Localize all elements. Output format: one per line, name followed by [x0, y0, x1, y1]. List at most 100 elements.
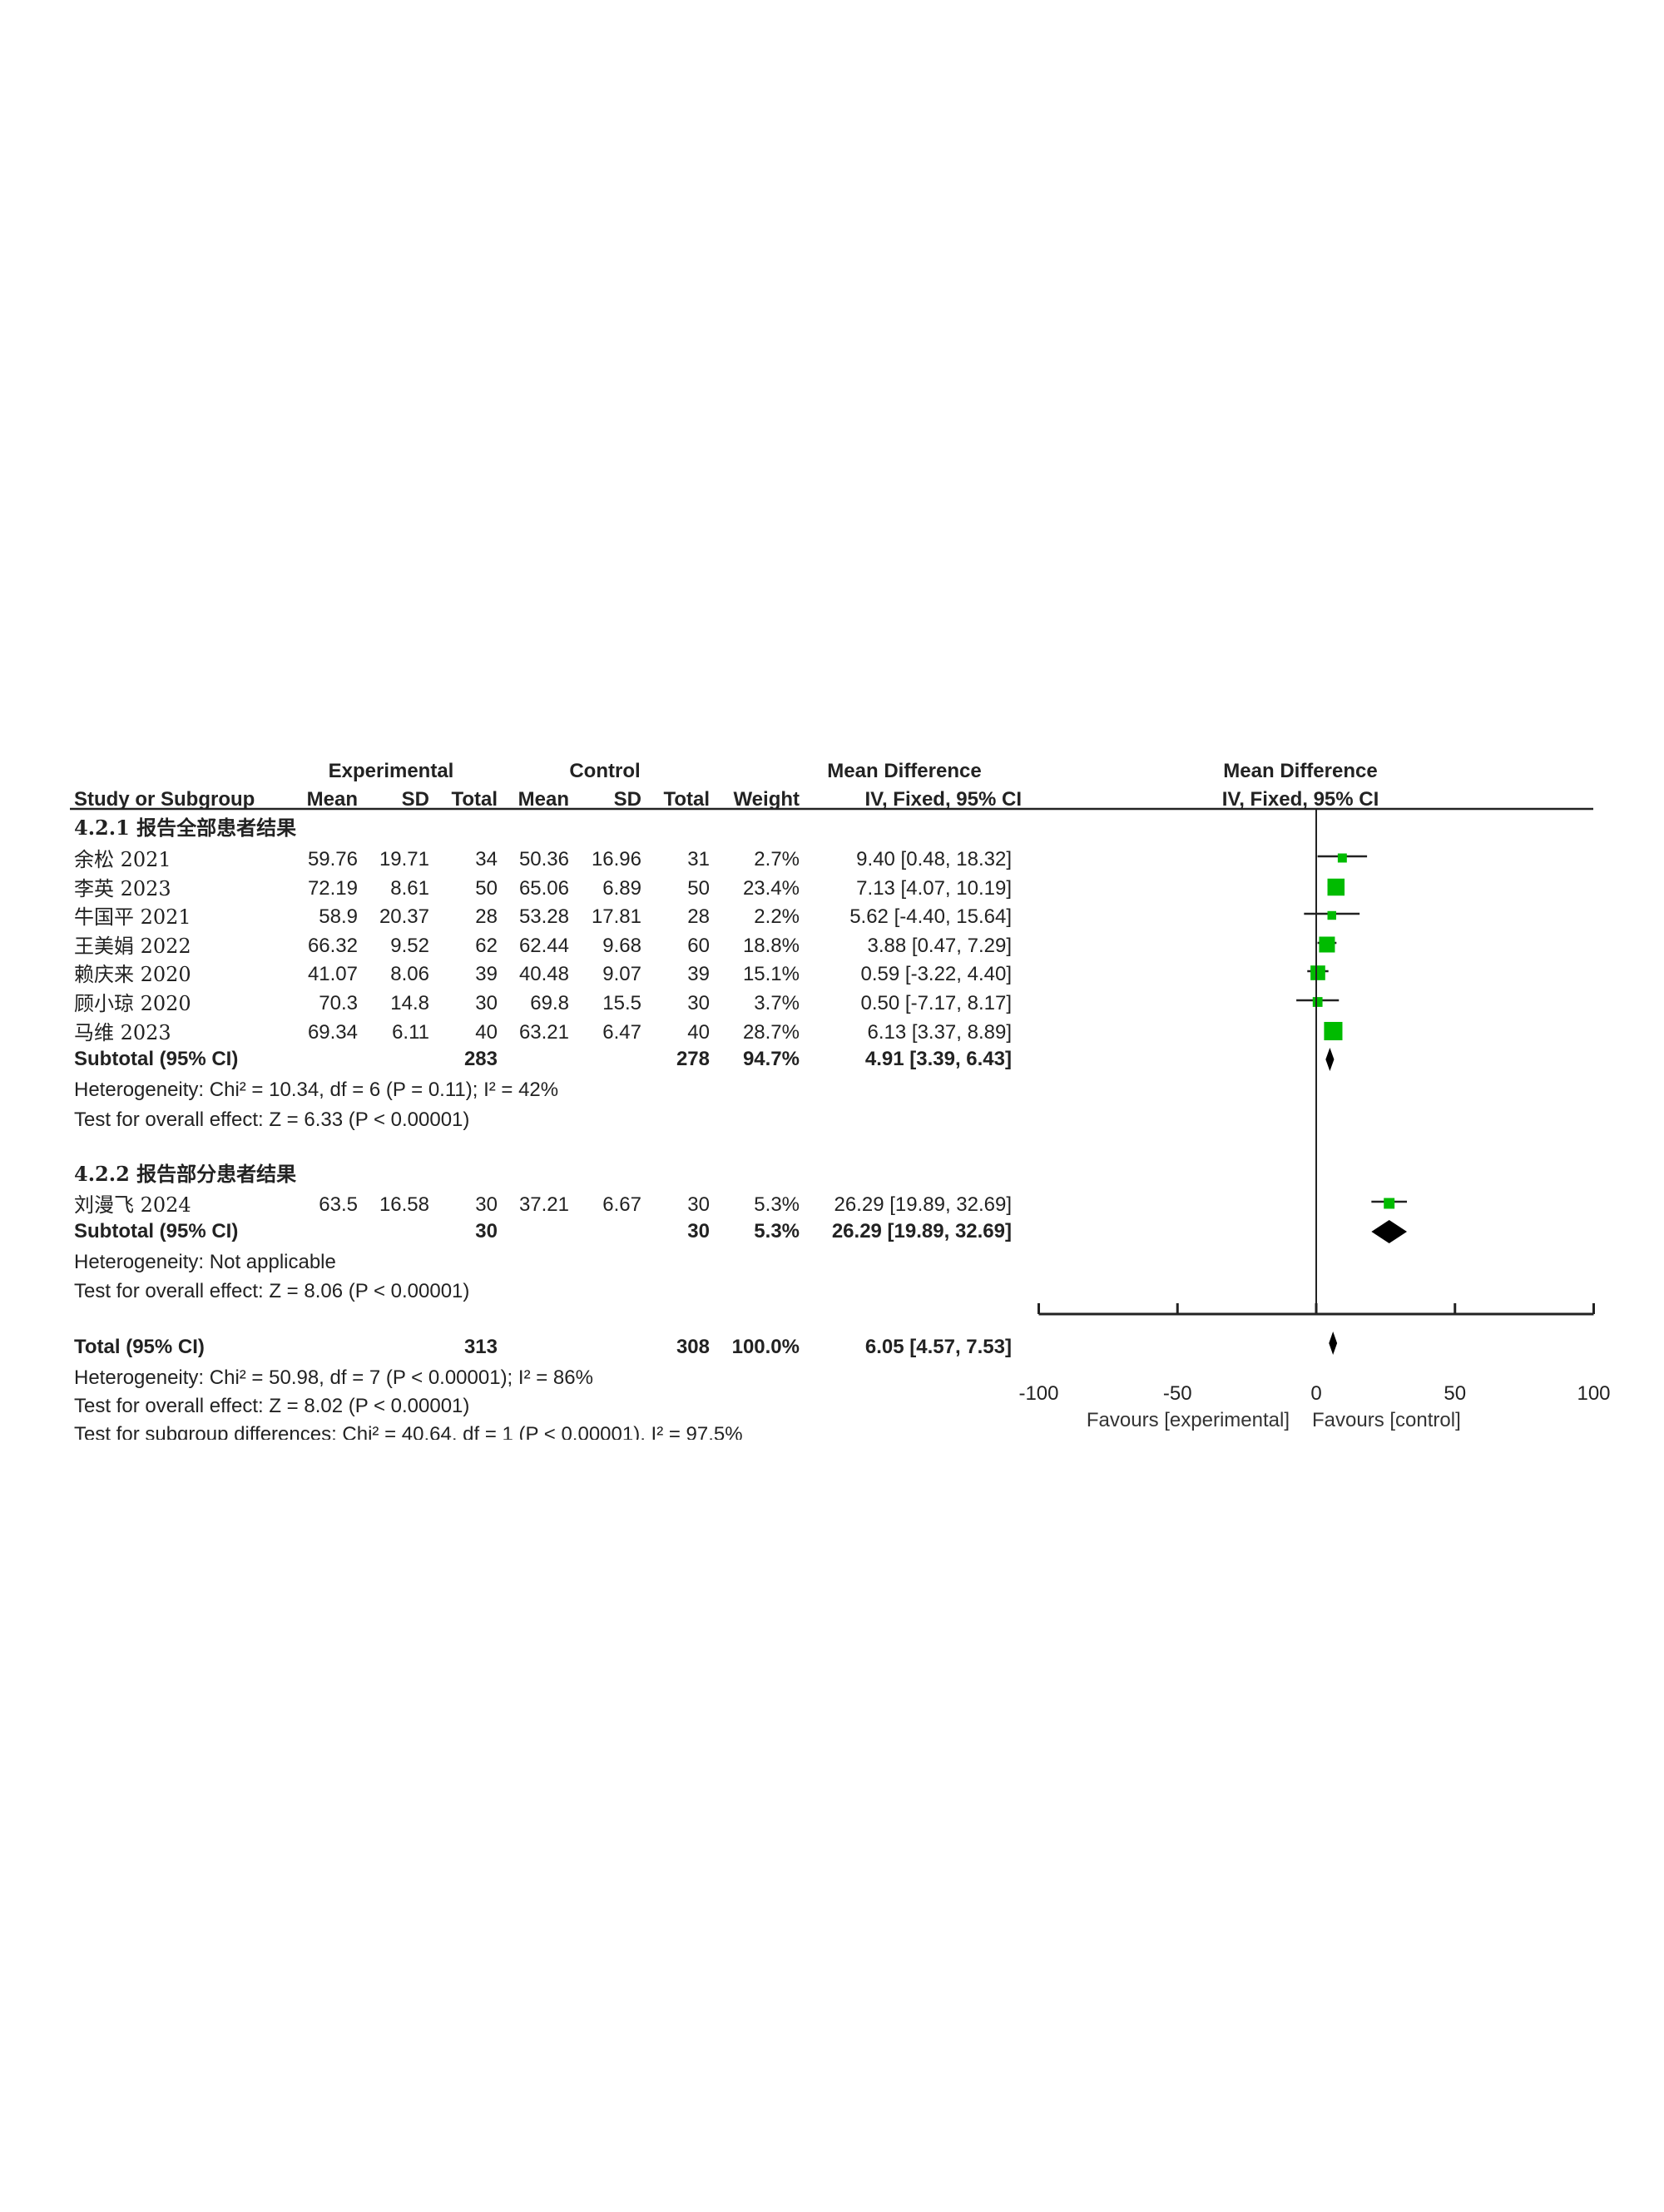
study-marker — [1327, 910, 1336, 920]
study-e-sd: 9.52 — [390, 935, 429, 957]
study-marker — [1327, 878, 1345, 896]
total-ci: 6.05 [4.57, 7.53] — [864, 1336, 1012, 1358]
header-plot-subtitle: IV, Fixed, 95% CI — [1221, 788, 1379, 811]
total-e-total: 313 — [463, 1336, 498, 1358]
x-tick-label: -50 — [1163, 1382, 1192, 1405]
study-weight: 3.7% — [754, 992, 800, 1014]
x-tick-label: 0 — [1310, 1382, 1321, 1405]
total-c-total: 308 — [676, 1336, 710, 1358]
study-name: 李英 2023 — [74, 877, 171, 900]
header-ci: IV, Fixed, 95% CI — [864, 788, 1022, 811]
x-tick-label: 50 — [1444, 1382, 1466, 1405]
study-c-total: 30 — [687, 1193, 710, 1216]
study-e-sd: 19.71 — [379, 848, 429, 870]
study-c-total: 40 — [687, 1021, 710, 1044]
x-tick-label: -100 — [1018, 1382, 1058, 1405]
study-ci: 0.50 [-7.17, 8.17] — [860, 992, 1012, 1014]
header-c-sd: SD — [613, 788, 641, 811]
study-c-mean: 50.36 — [518, 848, 569, 870]
study-name: 马维 2023 — [74, 1021, 171, 1044]
header-mean-difference: Mean Difference — [827, 760, 982, 782]
study-ci: 26.29 [19.89, 32.69] — [834, 1193, 1012, 1216]
subtotal-ci: 26.29 [19.89, 32.69] — [831, 1220, 1012, 1242]
study-e-sd: 14.8 — [390, 992, 429, 1014]
study-name: 刘漫飞 2024 — [74, 1193, 191, 1217]
header-control: Control — [569, 760, 641, 782]
subtotal-e-total: 30 — [475, 1220, 498, 1242]
header-weight: Weight — [733, 788, 800, 811]
study-c-total: 50 — [687, 877, 710, 900]
study-ci: 3.88 [0.47, 7.29] — [867, 935, 1012, 957]
study-c-sd: 16.96 — [591, 848, 641, 870]
study-ci: 6.13 [3.37, 8.89] — [867, 1021, 1012, 1044]
study-e-total: 40 — [475, 1021, 498, 1044]
study-e-total: 62 — [475, 935, 498, 957]
study-ci: 5.62 [-4.40, 15.64] — [849, 905, 1012, 928]
subtotal-ci: 4.91 [3.39, 6.43] — [864, 1048, 1012, 1070]
total-overall-effect: Test for overall effect: Z = 8.02 (P < 0… — [74, 1395, 470, 1417]
header-e-total: Total — [451, 788, 498, 811]
study-c-mean: 65.06 — [518, 877, 569, 900]
header-study: Study or Subgroup — [74, 788, 255, 811]
study-c-mean: 37.21 — [518, 1193, 569, 1216]
study-marker — [1384, 1198, 1395, 1209]
study-c-total: 30 — [687, 992, 710, 1014]
study-ci: 0.59 [-3.22, 4.40] — [860, 963, 1012, 985]
study-ci: 9.40 [0.48, 18.32] — [856, 848, 1012, 870]
header-e-sd: SD — [401, 788, 429, 811]
subtotal-c-total: 30 — [687, 1220, 710, 1242]
study-weight: 2.2% — [754, 905, 800, 928]
overall-effect: Test for overall effect: Z = 6.33 (P < 0… — [74, 1108, 470, 1131]
study-weight: 2.7% — [754, 848, 800, 870]
study-e-total: 34 — [475, 848, 498, 870]
subtotal-weight: 94.7% — [742, 1048, 800, 1070]
study-marker — [1310, 965, 1325, 980]
header-c-total: Total — [663, 788, 710, 811]
study-e-sd: 6.11 — [392, 1021, 429, 1044]
study-c-mean: 40.48 — [518, 963, 569, 985]
study-e-total: 30 — [475, 992, 498, 1014]
header-plot-title: Mean Difference — [1223, 760, 1378, 782]
study-e-mean: 41.07 — [307, 963, 358, 985]
study-c-total: 28 — [687, 905, 710, 928]
study-c-sd: 9.07 — [602, 963, 641, 985]
heterogeneity: Heterogeneity: Chi² = 10.34, df = 6 (P =… — [74, 1079, 559, 1101]
study-c-sd: 9.68 — [602, 935, 641, 957]
study-c-mean: 69.8 — [530, 992, 569, 1014]
header-e-mean: Mean — [306, 788, 358, 811]
subtotal-label: Subtotal (95% CI) — [74, 1048, 239, 1070]
study-name: 赖庆来 2020 — [74, 963, 191, 986]
study-name: 牛国平 2021 — [74, 905, 191, 929]
study-e-mean: 70.3 — [319, 992, 358, 1014]
study-e-mean: 59.76 — [307, 848, 358, 870]
study-e-total: 50 — [475, 877, 498, 900]
x-tick-label: 100 — [1577, 1382, 1610, 1405]
study-marker — [1337, 853, 1347, 863]
heterogeneity: Heterogeneity: Not applicable — [74, 1251, 336, 1273]
total-label: Total (95% CI) — [74, 1336, 205, 1358]
subtotal-e-total: 283 — [463, 1048, 498, 1070]
study-e-mean: 63.5 — [319, 1193, 358, 1216]
subgroup-title: 4.2.1 报告全部患者结果 — [74, 816, 297, 840]
study-weight: 15.1% — [742, 963, 800, 985]
study-c-total: 60 — [687, 935, 710, 957]
overall-effect: Test for overall effect: Z = 8.06 (P < 0… — [74, 1280, 470, 1302]
subtotal-c-total: 278 — [676, 1048, 710, 1070]
study-e-total: 30 — [475, 1193, 498, 1216]
forest-table: Experimental Control Mean Difference Mean D… — [74, 760, 1379, 1440]
study-c-total: 31 — [687, 848, 710, 870]
subgroup-differences: Test for subgroup differences: Chi² = 40… — [74, 1423, 743, 1440]
favours-control-label: Favours [control] — [1312, 1409, 1461, 1431]
study-c-sd: 6.67 — [602, 1193, 641, 1216]
study-c-mean: 53.28 — [518, 905, 569, 928]
study-e-sd: 8.06 — [390, 963, 429, 985]
study-marker — [1324, 1021, 1343, 1041]
study-marker — [1319, 936, 1335, 953]
study-c-sd: 6.89 — [602, 877, 641, 900]
header-experimental: Experimental — [328, 760, 454, 782]
total-weight: 100.0% — [731, 1336, 800, 1358]
study-weight: 5.3% — [754, 1193, 800, 1216]
total-heterogeneity: Heterogeneity: Chi² = 50.98, df = 7 (P <… — [74, 1366, 593, 1389]
study-e-sd: 8.61 — [390, 877, 429, 900]
